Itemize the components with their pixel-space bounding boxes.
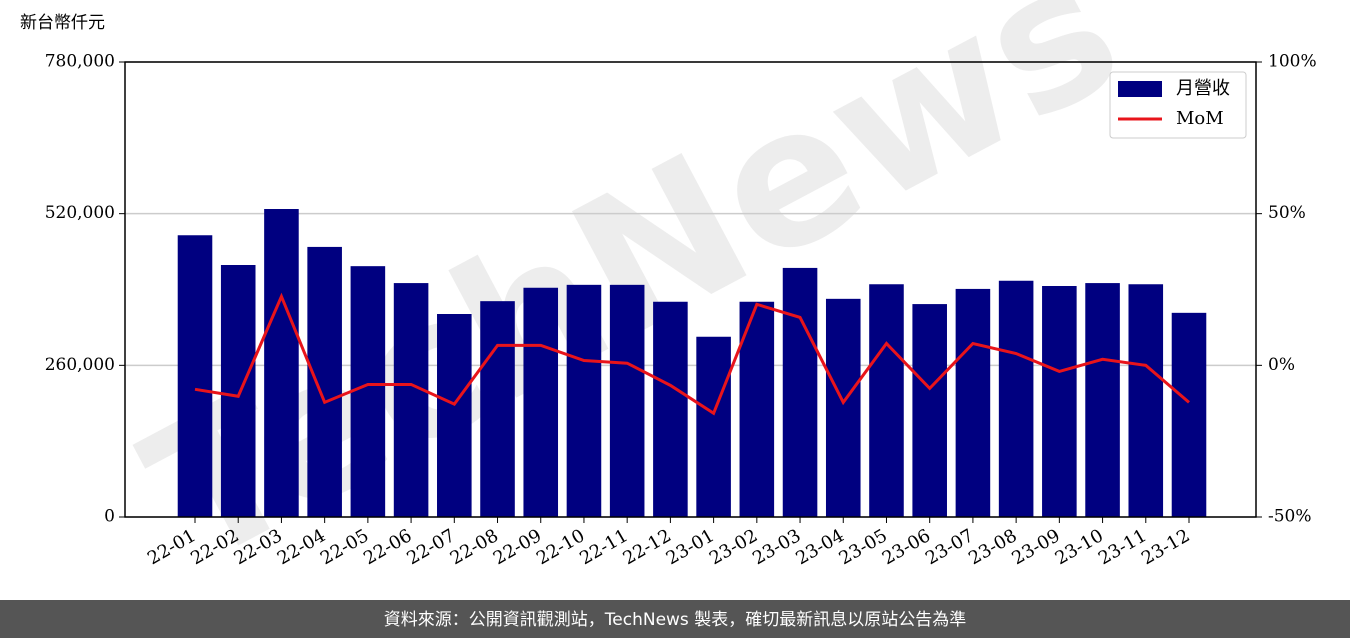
x-tick-label: 23-04 [792, 525, 847, 569]
x-tick-label: 23-05 [836, 525, 891, 569]
bar [869, 284, 904, 517]
footer-bar [0, 600, 1350, 638]
bar [1128, 284, 1164, 517]
bar [350, 266, 386, 517]
x-tick-label: 23-08 [965, 525, 1020, 569]
bar [825, 298, 861, 517]
bar [1085, 283, 1120, 517]
x-tick-label: 22-12 [619, 525, 674, 569]
bar [696, 336, 731, 517]
y-tick-label: 520,000 [45, 203, 115, 223]
x-tick-label: 22-08 [447, 525, 502, 569]
x-tick-label: 23-11 [1095, 525, 1150, 569]
bar [739, 301, 775, 517]
bar [264, 209, 299, 517]
bar [523, 287, 559, 517]
legend-swatch [1118, 81, 1162, 97]
y-axis-label: 新台幣仟元 [20, 13, 105, 33]
y2-tick-label: 50% [1268, 203, 1306, 223]
x-tick-label: 23-12 [1138, 525, 1193, 569]
x-tick-label: 23-02 [706, 525, 761, 569]
x-tick-label: 23-07 [922, 525, 977, 569]
x-tick-label: 22-01 [144, 525, 199, 569]
x-tick-label: 23-09 [1008, 525, 1063, 569]
plot-frame [124, 61, 1257, 518]
footer: 資料來源：公開資訊觀測站，TechNews 製表，確切最新訊息以原站公告為準 [384, 610, 966, 630]
bar [220, 265, 256, 517]
x-tick-label: 22-06 [360, 525, 415, 569]
bar [177, 235, 213, 517]
bar [955, 288, 991, 517]
y2-tick-label: 100% [1268, 52, 1317, 72]
x-tick-label: 22-10 [533, 525, 588, 569]
y-tick-label: 260,000 [45, 355, 115, 375]
bar [307, 246, 342, 517]
bar [1042, 286, 1077, 517]
x-tick-label: 23-10 [1052, 525, 1107, 569]
bar [609, 284, 645, 517]
y-tick-label: 780,000 [45, 52, 115, 72]
x-tick-label: 23-03 [749, 525, 804, 569]
bar [912, 304, 947, 517]
bar [1171, 312, 1207, 517]
x-tick-label: 22-11 [576, 525, 631, 569]
y2-tick-label: -50% [1268, 507, 1312, 527]
legend-label: MoM [1176, 108, 1224, 129]
x-tick-label: 23-01 [663, 525, 718, 569]
line [194, 292, 1190, 416]
bar [480, 301, 515, 517]
bar [437, 314, 472, 517]
bar [393, 283, 429, 517]
y2-tick-label: 0% [1268, 355, 1295, 375]
x-tick-label: 22-07 [403, 525, 458, 569]
bar [998, 280, 1034, 517]
legend-label: 月營收 [1176, 78, 1230, 99]
bar [566, 284, 602, 517]
x-tick-label: 22-09 [490, 525, 545, 569]
bar [782, 267, 818, 517]
bar [653, 301, 688, 517]
x-tick-label: 23-06 [879, 525, 934, 569]
y-tick-label: 0 [104, 507, 115, 527]
